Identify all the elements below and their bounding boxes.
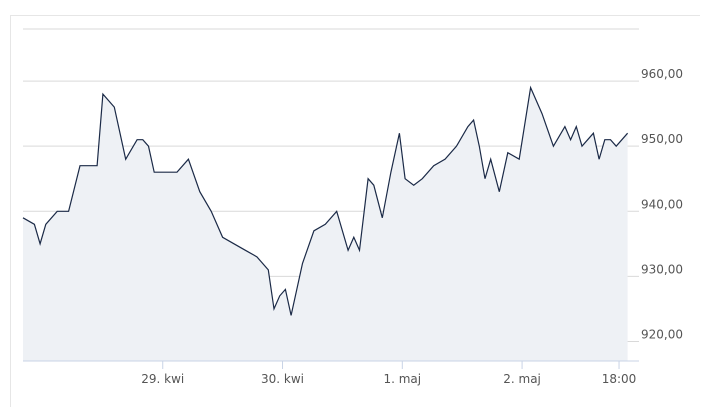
x-axis-labels: 29. kwi 30. kwi 1. maj 2. maj 18:00: [141, 361, 636, 386]
y-axis-labels: 960,00 950,00 940,00 930,00 920,00: [641, 67, 683, 341]
x-tick-label: 2. maj: [503, 372, 541, 386]
chart-frame: 960,00 950,00 940,00 930,00 920,00 29. kwi 30…: [10, 15, 700, 407]
y-tick-label: 920,00: [641, 327, 683, 341]
x-tick-label: 29. kwi: [141, 372, 184, 386]
y-tick-label: 930,00: [641, 262, 683, 276]
price-line: [22, 85, 629, 316]
price-chart: 960,00 950,00 940,00 930,00 920,00 29. kwi 30…: [22, 28, 683, 386]
y-tick-label: 960,00: [641, 67, 683, 81]
y-tick-label: 940,00: [641, 197, 683, 211]
x-tick-label: 1. maj: [383, 372, 421, 386]
y-tick-label: 950,00: [641, 132, 683, 146]
x-tick-label: 30. kwi: [261, 372, 304, 386]
x-tick-label: 18:00: [602, 372, 637, 386]
price-area: [23, 87, 628, 361]
